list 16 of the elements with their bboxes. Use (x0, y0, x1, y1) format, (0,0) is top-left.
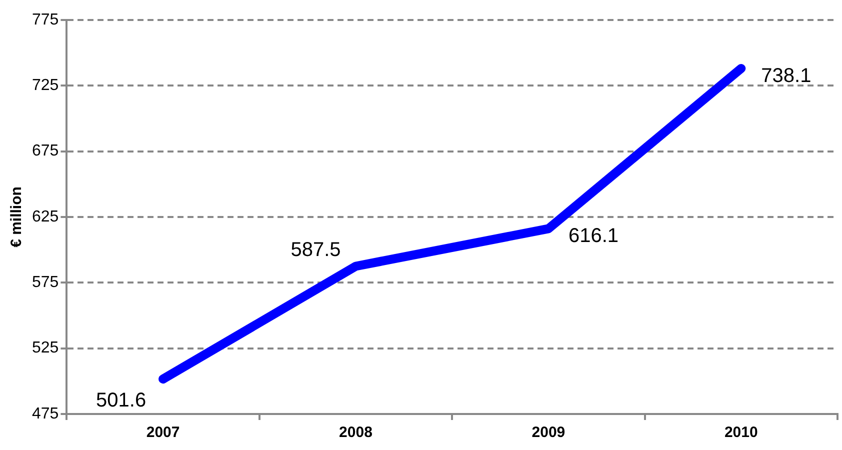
y-tick-label: 525 (32, 340, 59, 357)
y-axis-title: € million (8, 186, 26, 248)
data-label: 587.5 (290, 238, 341, 261)
x-tick-label: 2008 (339, 424, 372, 442)
y-tick-label: 775 (32, 11, 59, 28)
y-tick-label: 725 (32, 77, 59, 94)
y-tick-label: 675 (32, 142, 59, 160)
y-tick-label: 475 (32, 405, 59, 422)
data-label: 738.1 (761, 64, 812, 87)
data-label: 616.1 (568, 225, 619, 248)
x-tick-label: 2009 (532, 424, 566, 442)
x-tick-label: 2007 (146, 424, 180, 442)
y-tick-label: 625 (32, 208, 59, 226)
data-label: 501.6 (96, 390, 146, 412)
x-tick-label: 2010 (724, 424, 758, 442)
y-tick-label: 575 (32, 274, 59, 292)
